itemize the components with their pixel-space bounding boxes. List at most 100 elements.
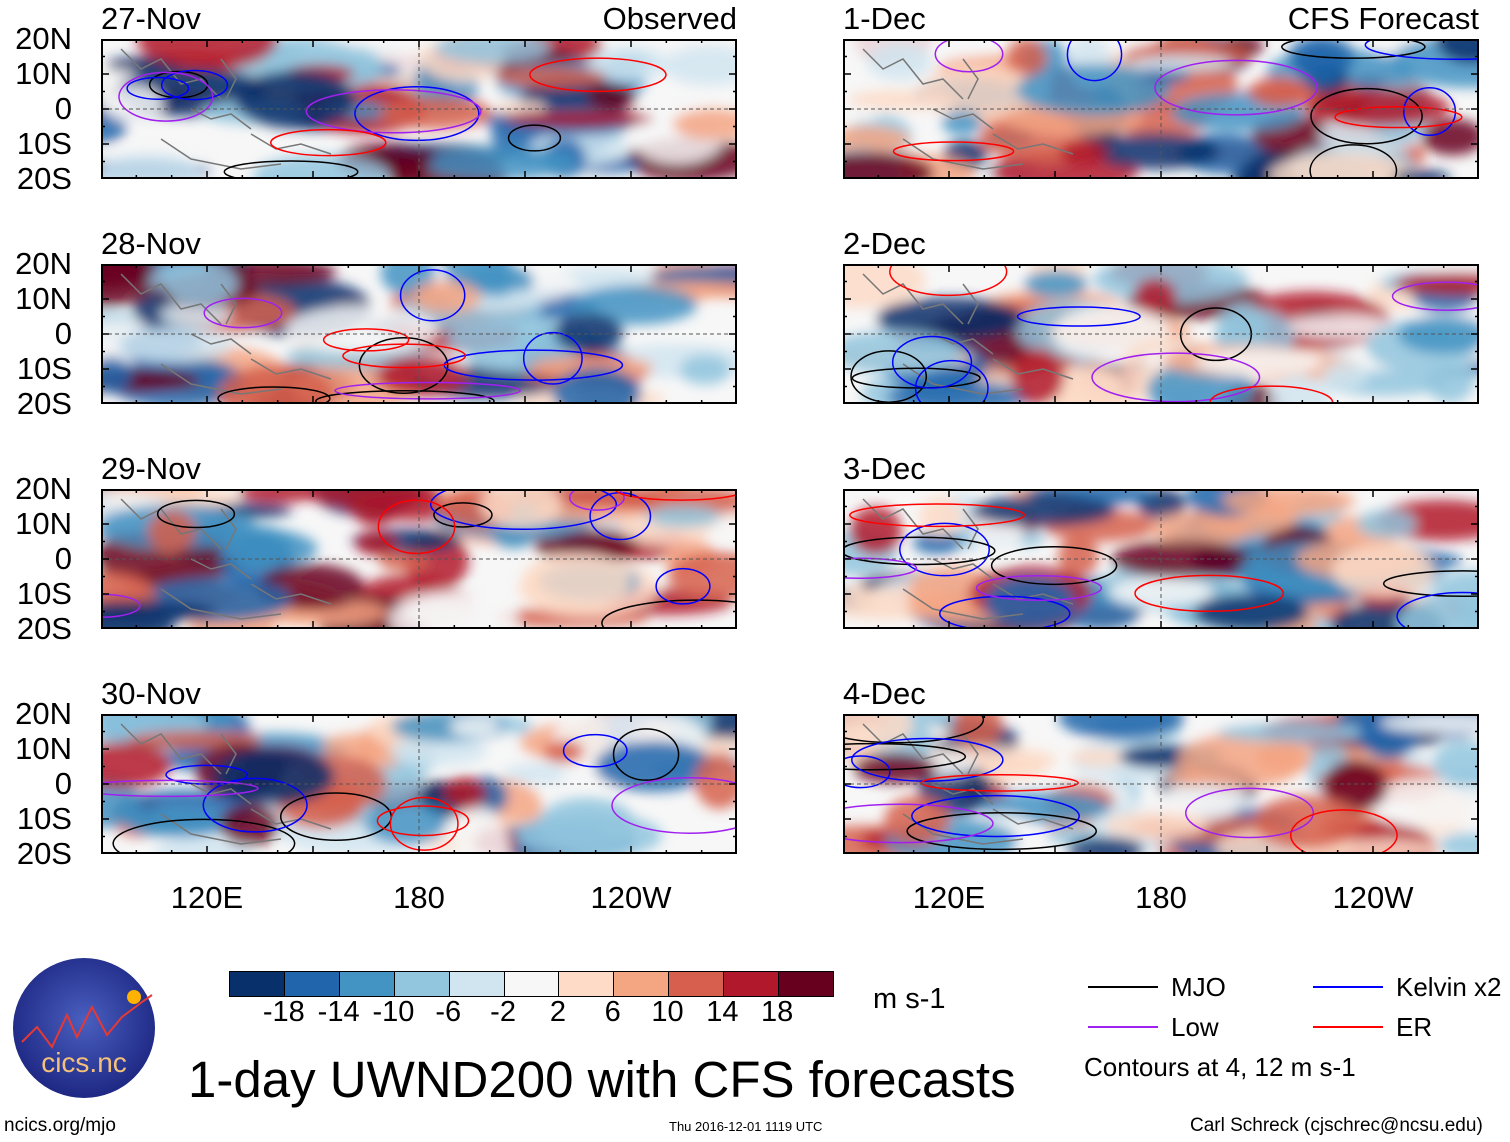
coastline: [120, 273, 222, 325]
anomaly-contour: [1290, 809, 1398, 854]
legend-line: [1088, 1026, 1158, 1028]
panel-date-label: 4-Dec: [843, 676, 926, 711]
map-panel: [843, 489, 1479, 629]
map-panel: [843, 264, 1479, 404]
lat-tick-label: 20S: [16, 386, 72, 421]
legend-line: [1313, 986, 1383, 988]
wind-anomaly-blob: [335, 39, 450, 50]
wind-anomaly-blob: [649, 266, 737, 286]
map-panel: [101, 489, 737, 629]
anomaly-contour: [920, 773, 1079, 792]
coastline: [160, 588, 282, 620]
wind-anomaly-blob: [1103, 811, 1208, 839]
coastline: [862, 48, 964, 100]
wind-anomaly-blob: [218, 364, 335, 404]
wind-anomaly-blob: [1060, 139, 1108, 166]
wind-anomaly-blob: [1331, 543, 1436, 598]
anomaly-contour: [891, 335, 973, 389]
coastline: [250, 358, 332, 380]
wind-anomaly-blob: [1255, 742, 1312, 775]
anomaly-contour: [1184, 787, 1315, 839]
wind-anomaly-blob: [454, 818, 510, 854]
anomaly-contour: [354, 85, 480, 142]
anomaly-contour: [914, 359, 989, 404]
wind-anomaly-blob: [473, 271, 517, 297]
lat-tick-label: 10N: [15, 281, 72, 316]
anomaly-contour: [1403, 86, 1457, 137]
wind-anomaly-blob: [355, 531, 397, 556]
anomaly-contour: [389, 796, 459, 851]
wind-anomaly-blob: [115, 327, 233, 363]
wind-anomaly-blob: [1397, 315, 1479, 354]
lat-tick-label: 20S: [16, 161, 72, 196]
wind-anomaly-blob: [1420, 118, 1479, 156]
lat-tick-label: 10S: [16, 576, 72, 611]
anomaly-contour: [112, 818, 296, 854]
coastline: [962, 283, 979, 325]
coastline: [220, 283, 237, 325]
wind-anomaly-blob: [1193, 594, 1309, 629]
anomaly-contour: [433, 502, 493, 528]
wind-anomaly-blob: [153, 835, 253, 854]
wind-anomaly-blob: [586, 84, 637, 110]
panel-frame: [843, 489, 1479, 629]
anomaly-contour: [1281, 39, 1426, 59]
anomaly-contour: [156, 499, 236, 529]
coastline: [862, 723, 964, 775]
wind-anomaly-blob: [1069, 748, 1128, 767]
wind-anomaly-blob: [101, 777, 140, 828]
colorbar-tick-label: -2: [490, 996, 516, 1028]
anomaly-contour: [850, 737, 1004, 782]
lat-tick-label: 10S: [16, 351, 72, 386]
anomaly-contour: [1391, 281, 1479, 311]
coastline: [250, 583, 332, 605]
colorbar-tick-label: -14: [317, 996, 360, 1028]
wind-anomaly-blob: [1057, 536, 1099, 577]
contour-note: Contours at 4, 12 m s-1: [1084, 1052, 1356, 1082]
coastline: [190, 108, 252, 130]
panel-frame: [101, 714, 737, 854]
panel-date-label: 1-Dec: [843, 1, 926, 36]
anomaly-contour: [892, 141, 1015, 162]
wind-anomaly-blob: [220, 803, 280, 847]
wind-anomaly-blob: [160, 301, 231, 328]
lat-tick-label: 10S: [16, 801, 72, 836]
anomaly-contour: [1396, 591, 1479, 629]
lat-tick-label: 0: [54, 316, 72, 351]
colorbar-tick-label: 10: [651, 996, 684, 1028]
lat-tick-label: 0: [54, 91, 72, 126]
lon-tick-label: 120W: [590, 880, 672, 915]
colorbar-swatch: [723, 972, 779, 996]
wind-anomaly-blob: [843, 152, 935, 179]
wind-anomaly-blob: [1091, 132, 1221, 170]
figure-title: 1-day UWND200 with CFS forecasts: [188, 1051, 1016, 1108]
anomaly-contour: [1382, 570, 1479, 597]
wind-anomaly-blob: [875, 297, 1024, 341]
wind-anomaly-blob: [694, 752, 737, 810]
colorbar: [229, 971, 834, 997]
anomaly-contour: [843, 803, 994, 844]
wind-anomaly-blob: [1005, 39, 1047, 81]
coastline: [992, 358, 1074, 380]
coastline: [160, 363, 282, 395]
wind-anomaly-blob: [105, 85, 164, 123]
coastline: [250, 133, 332, 155]
wind-anomaly-blob: [849, 506, 902, 556]
legend-label: Kelvin x2: [1396, 972, 1502, 1002]
colorbar-swatch: [503, 972, 559, 996]
legend-label: MJO: [1171, 972, 1226, 1002]
anomaly-contour: [849, 503, 1026, 528]
anomaly-contour: [217, 386, 331, 404]
anomaly-contour: [562, 733, 628, 768]
colorbar-swatch: [230, 972, 284, 996]
wind-anomaly-blob: [147, 509, 196, 553]
wind-anomaly-blob: [101, 356, 133, 394]
footer-url[interactable]: ncics.org/mjo: [4, 1115, 116, 1136]
wind-anomaly-blob: [480, 489, 562, 529]
wind-anomaly-blob: [1067, 837, 1145, 854]
coastline: [160, 138, 282, 170]
anomaly-contour: [358, 336, 449, 395]
wind-anomaly-blob: [1395, 594, 1479, 629]
anomaly-contour: [1310, 87, 1423, 145]
wind-anomaly-blob: [1391, 169, 1451, 179]
